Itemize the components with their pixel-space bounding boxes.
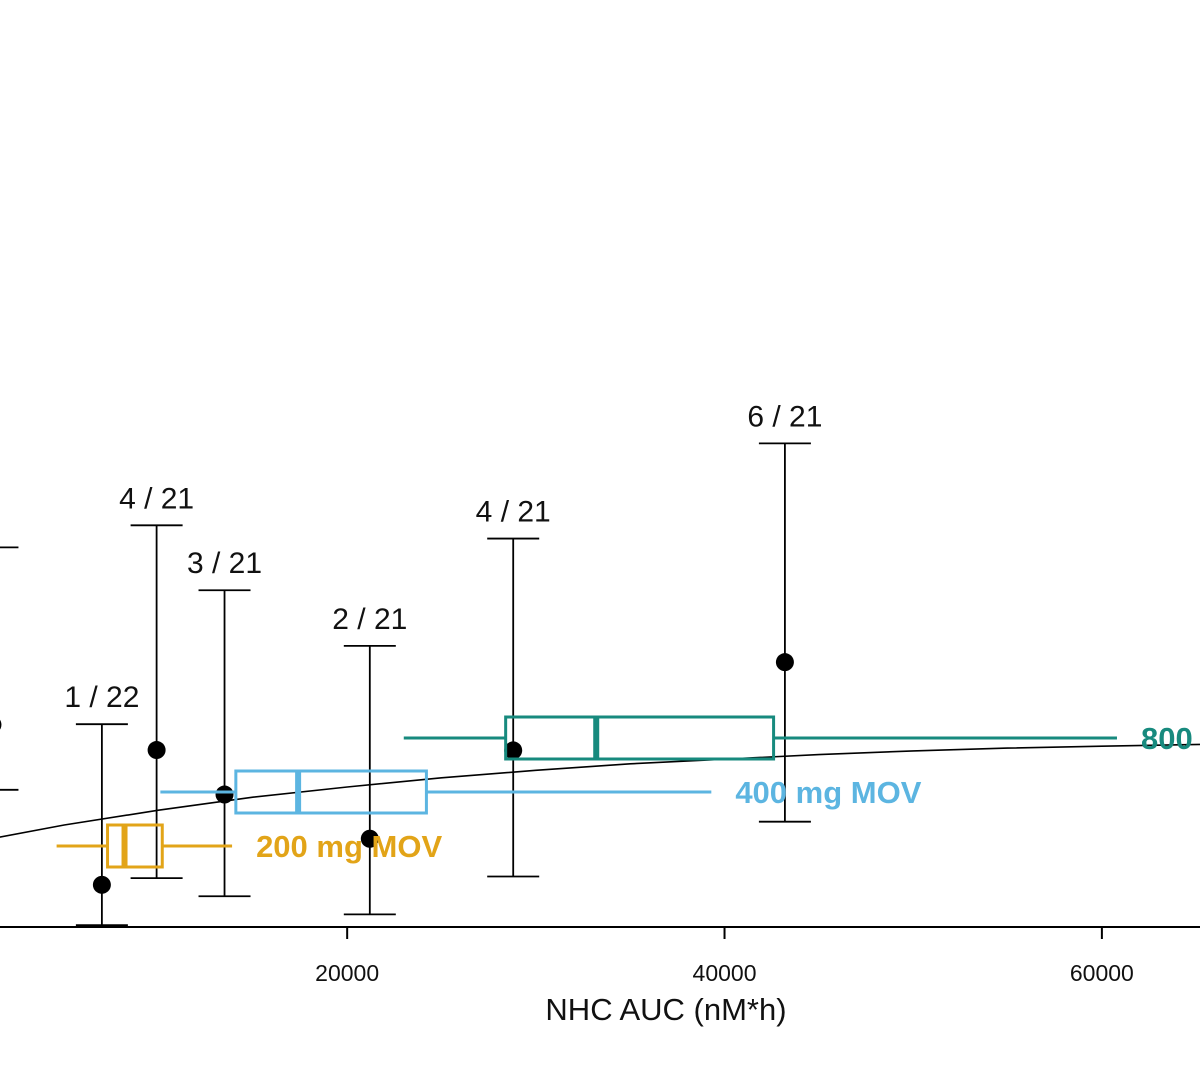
boxplot-200-mg-mov-box: [106, 823, 164, 869]
data-point-2: [147, 741, 166, 760]
count-label-3: 3 / 21: [187, 547, 262, 580]
count-label-6: 6 / 21: [747, 400, 822, 433]
data-point-3: [215, 785, 234, 804]
fit-curve: [0, 743, 1200, 838]
x-axis-title: NHC AUC (nM*h): [545, 992, 786, 1027]
count-label-4: 2 / 21: [332, 603, 407, 636]
count-label-1: 1 / 22: [64, 681, 139, 714]
x-tick-label-1: 40000: [693, 960, 757, 986]
x-tick-label-2: 60000: [1070, 960, 1134, 986]
data-point-4: [360, 829, 379, 848]
data-point-6: [775, 653, 794, 672]
x-tick-label-0: 20000: [315, 960, 379, 986]
data-point-1: [92, 875, 111, 894]
data-point-0: [0, 719, 2, 730]
count-label-5: 4 / 21: [476, 496, 551, 529]
boxplot-800-label: 800: [1141, 721, 1193, 756]
boxplot-400-mg-mov-label: 400 mg MOV: [735, 775, 921, 810]
boxplot-800-box: [504, 715, 776, 761]
boxplot-200-mg-mov-label: 200 mg MOV: [256, 829, 442, 864]
count-label-2: 4 / 21: [119, 482, 194, 515]
data-point-5: [504, 741, 523, 760]
boxplot-400-mg-mov-box: [234, 769, 428, 815]
